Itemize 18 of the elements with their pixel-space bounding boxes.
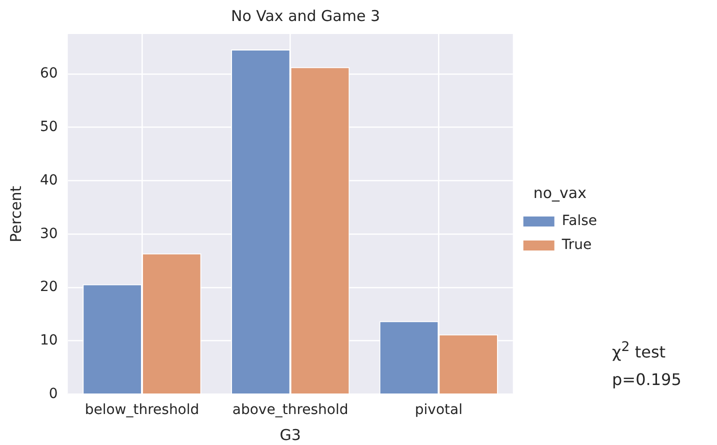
y-tick-label: 10 <box>40 332 58 348</box>
y-tick-label: 20 <box>40 279 58 296</box>
x-tick-label: above_threshold <box>232 402 348 418</box>
x-tick-label: below_threshold <box>84 402 200 418</box>
x-tick-label: pivotal <box>414 402 462 418</box>
legend-label: True <box>560 237 592 254</box>
y-axis-title: Percent <box>6 186 25 242</box>
legend-title: no_vax <box>533 184 587 202</box>
text: p=0.195 <box>612 369 682 392</box>
y-tick-label: 40 <box>40 172 58 188</box>
chart-title: No Vax and Game 3 <box>230 6 380 25</box>
legend-label: False <box>562 213 598 230</box>
y-tick-label: 0 <box>48 386 58 402</box>
y-tick-label: 60 <box>40 66 58 82</box>
y-tick-label: 50 <box>40 119 58 136</box>
y-tick-label: 30 <box>40 226 58 242</box>
text: χ$^{2}$ test <box>612 339 667 364</box>
x-axis-title: G3 <box>280 426 301 444</box>
